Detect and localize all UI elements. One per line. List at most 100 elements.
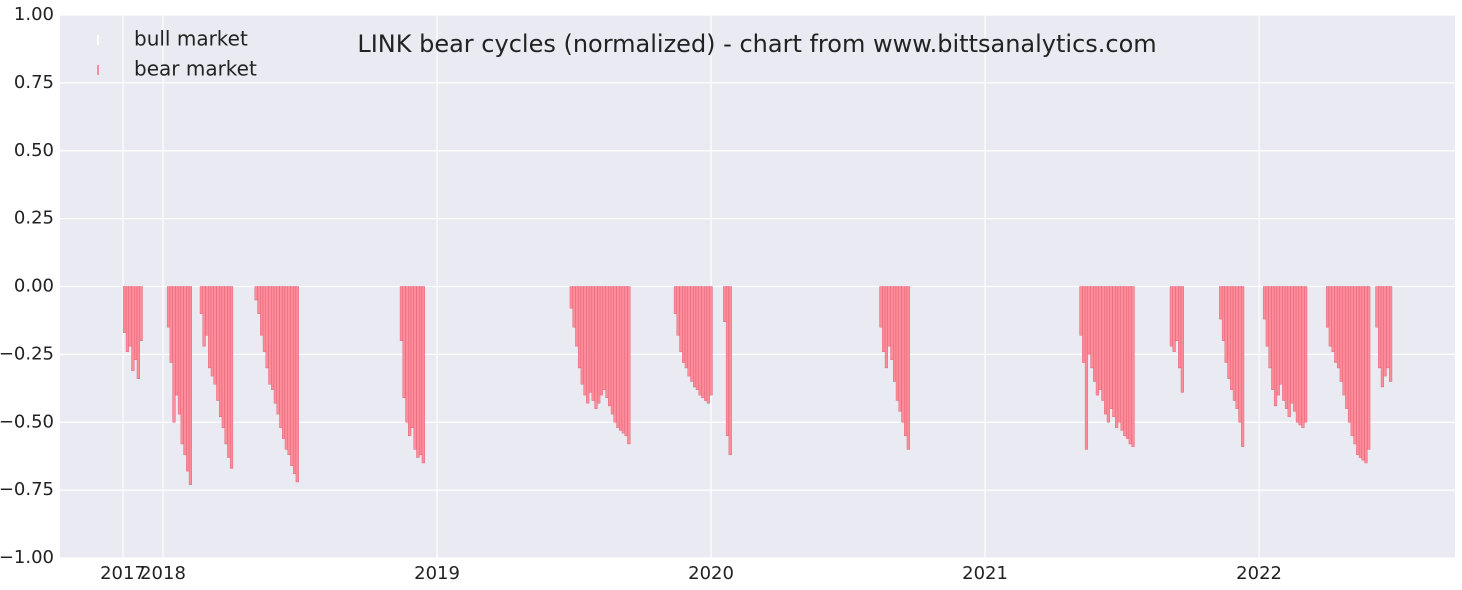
- bar: [1093, 286, 1097, 382]
- bar: [682, 286, 686, 363]
- bar: [219, 286, 223, 418]
- bar: [1101, 286, 1105, 401]
- bar: [399, 286, 403, 341]
- bar: [569, 286, 573, 309]
- chart-title: LINK bear cycles (normalized) - chart fr…: [357, 30, 1156, 58]
- bar: [1241, 286, 1245, 447]
- bar: [1273, 286, 1278, 407]
- bar: [136, 286, 140, 380]
- bar: [709, 286, 713, 396]
- x-tick-label: 2022: [1236, 563, 1282, 584]
- bar: [183, 286, 187, 456]
- bar: [1356, 286, 1360, 456]
- bar: [229, 286, 234, 469]
- bar: [177, 286, 182, 415]
- bar: [1224, 286, 1228, 363]
- x-tick-label: 2021: [962, 563, 1008, 584]
- bar: [416, 286, 420, 458]
- bar: [906, 286, 910, 450]
- bar: [706, 286, 710, 404]
- bar: [1386, 286, 1390, 369]
- bar: [1364, 286, 1368, 464]
- bar: [1268, 286, 1272, 369]
- bar: [704, 286, 708, 401]
- bar: [413, 286, 417, 450]
- bar: [1098, 286, 1102, 390]
- bar: [1334, 286, 1338, 363]
- bar: [594, 286, 598, 409]
- bar: [1238, 286, 1242, 423]
- bar: [224, 286, 228, 445]
- bar: [257, 286, 261, 314]
- bar: [1336, 286, 1341, 369]
- x-tick-label: 2020: [688, 563, 734, 584]
- bar: [1284, 286, 1289, 409]
- bar: [208, 286, 212, 369]
- bar: [1271, 286, 1275, 390]
- bar: [205, 286, 209, 336]
- bar: [123, 286, 127, 333]
- bar: [139, 286, 143, 341]
- bar: [1104, 286, 1108, 415]
- bar: [213, 286, 217, 385]
- x-tick-label: 2019: [414, 563, 460, 584]
- bar: [1358, 286, 1363, 458]
- bar: [884, 286, 888, 369]
- bar: [282, 286, 286, 439]
- bar: [1367, 286, 1371, 450]
- bar: [1293, 286, 1297, 412]
- bar: [673, 286, 678, 314]
- bar: [577, 286, 582, 369]
- bar: [591, 286, 595, 401]
- bar: [1375, 286, 1379, 328]
- bar: [701, 286, 705, 399]
- y-tick-label: 0.75: [14, 72, 54, 93]
- bar: [879, 286, 883, 328]
- bar: [268, 286, 272, 385]
- bar: [684, 286, 688, 369]
- bar: [1082, 286, 1086, 363]
- legend-label: bull market: [134, 27, 248, 51]
- bar: [1175, 286, 1179, 341]
- bar: [202, 286, 206, 347]
- bar: [1290, 286, 1294, 404]
- bar: [1230, 286, 1234, 390]
- bar: [693, 286, 697, 388]
- bar: [1326, 286, 1330, 328]
- bar: [188, 286, 193, 485]
- bar: [887, 286, 891, 347]
- bar: [1112, 286, 1116, 418]
- bar: [125, 286, 129, 352]
- bar: [687, 286, 691, 377]
- bar: [695, 286, 699, 390]
- bar: [410, 286, 414, 428]
- bar: [1265, 286, 1269, 347]
- bar: [221, 286, 225, 428]
- bar: [725, 286, 730, 437]
- bar: [271, 286, 275, 390]
- bar: [1353, 286, 1357, 445]
- bar: [1090, 286, 1094, 369]
- y-tick-label: 0.00: [14, 276, 54, 297]
- bar: [276, 286, 280, 415]
- bar: [1169, 286, 1173, 347]
- bar: [597, 286, 601, 404]
- bar: [180, 286, 184, 445]
- bar: [895, 286, 899, 401]
- bar: [1298, 286, 1302, 426]
- bar: [1227, 286, 1231, 380]
- bar: [1282, 286, 1286, 401]
- y-tick-label: −0.75: [0, 479, 54, 500]
- bar: [166, 286, 171, 328]
- bar: [210, 286, 214, 377]
- bar: [1279, 286, 1283, 385]
- bar: [265, 286, 269, 369]
- bar: [1361, 286, 1365, 461]
- bar: [586, 286, 590, 404]
- bar: [1342, 286, 1346, 396]
- bar: [1178, 286, 1182, 369]
- bar: [588, 286, 593, 393]
- bar: [572, 286, 576, 328]
- y-tick-label: 1.00: [14, 4, 54, 25]
